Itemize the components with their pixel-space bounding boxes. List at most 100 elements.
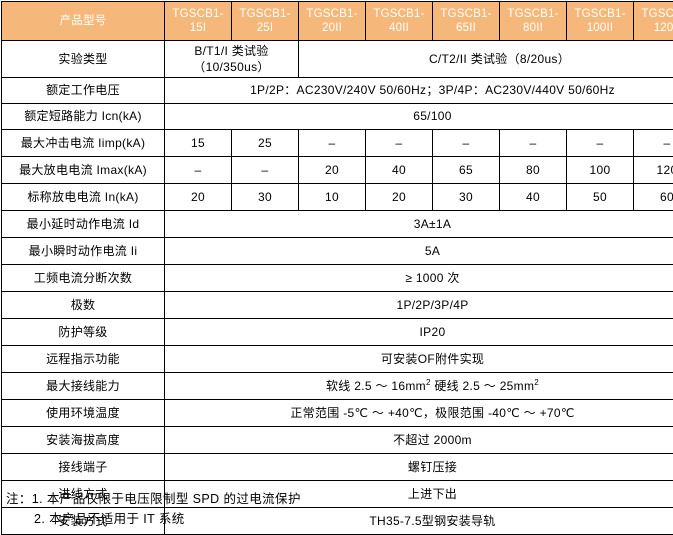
label-remote: 远程指示功能 bbox=[2, 346, 165, 373]
model-1-line1: TGSCB1- bbox=[166, 7, 230, 21]
test-type-class1-line2: （10/350us） bbox=[166, 59, 297, 75]
value-in-3: 10 bbox=[299, 184, 366, 211]
label-rated-voltage: 额定工作电压 bbox=[2, 78, 165, 104]
header-model-3: TGSCB1- 20II bbox=[299, 2, 366, 41]
value-imax-6: 80 bbox=[500, 157, 567, 184]
value-altitude: 不超过 2000m bbox=[165, 427, 673, 454]
table-row-imax: 最大放电电流 Imax(kA) – – 20 40 65 80 100 120 bbox=[2, 157, 673, 184]
table-row-delay-current: 最小延时动作电流 Id 3A±1A bbox=[2, 211, 673, 238]
table-row-wire-capacity: 最大接线能力 软线 2.5 ～ 16mm2 硬线 2.5 ～ 25mm2 bbox=[2, 373, 673, 400]
table-row-protection: 防护等级 IP20 bbox=[2, 319, 673, 346]
model-7-line2: 100II bbox=[568, 21, 632, 35]
table-body: 实验类型 B/T1/I 类试验 （10/350us） C/T2/II 类试验（8… bbox=[2, 41, 673, 535]
wire-capacity-hard: 硬线 2.5 ～ 25mm bbox=[431, 379, 535, 393]
label-imax: 最大放电电流 Imax(kA) bbox=[2, 157, 165, 184]
value-protection: IP20 bbox=[165, 319, 673, 346]
value-short-circuit: 65/100 bbox=[165, 104, 673, 130]
model-7-line1: TGSCB1- bbox=[568, 7, 632, 21]
model-6-line1: TGSCB1- bbox=[501, 7, 565, 21]
value-in-1: 20 bbox=[165, 184, 232, 211]
value-imax-8: 120 bbox=[634, 157, 673, 184]
label-delay-current: 最小延时动作电流 Id bbox=[2, 211, 165, 238]
table-row-poles: 极数 1P/2P/3P/4P bbox=[2, 292, 673, 319]
table-row-terminal: 接线端子 螺钉压接 bbox=[2, 454, 673, 481]
value-iimp-2: 25 bbox=[232, 130, 299, 157]
header-model-2: TGSCB1- 25I bbox=[232, 2, 299, 41]
wire-capacity-soft: 软线 2.5 ～ 16mm bbox=[326, 379, 426, 393]
wire-capacity-hard-superscript: 2 bbox=[534, 378, 539, 387]
value-iimp-8: – bbox=[634, 130, 673, 157]
value-breaking-times: ≥ 1000 次 bbox=[165, 265, 673, 292]
label-in: 标称放电电流 In(kA) bbox=[2, 184, 165, 211]
footnote-1: 注：1. 本产品仅限于电压限制型 SPD 的过电流保护 bbox=[6, 489, 301, 509]
value-iimp-1: 15 bbox=[165, 130, 232, 157]
model-3-line2: 20II bbox=[300, 21, 364, 35]
label-poles: 极数 bbox=[2, 292, 165, 319]
value-iimp-4: – bbox=[366, 130, 433, 157]
label-iimp: 最大冲击电流 Iimp(kA) bbox=[2, 130, 165, 157]
table-row-short-circuit: 额定短路能力 Icn(kA) 65/100 bbox=[2, 104, 673, 130]
value-temperature: 正常范围 -5℃ ～ +40℃，极限范围 -40℃ ～ +70℃ bbox=[165, 400, 673, 427]
label-instant-current: 最小瞬时动作电流 Ii bbox=[2, 238, 165, 265]
model-8-line1: TGSCB1- bbox=[635, 7, 673, 21]
model-4-line2: 40II bbox=[367, 21, 431, 35]
label-short-circuit: 额定短路能力 Icn(kA) bbox=[2, 104, 165, 130]
header-product-model: 产品型号 bbox=[2, 2, 165, 41]
table-row-iimp: 最大冲击电流 Iimp(kA) 15 25 – – – – – – bbox=[2, 130, 673, 157]
model-2-line2: 25I bbox=[233, 21, 297, 35]
value-iimp-7: – bbox=[567, 130, 634, 157]
value-in-5: 30 bbox=[433, 184, 500, 211]
label-test-type: 实验类型 bbox=[2, 41, 165, 78]
value-terminal: 螺钉压接 bbox=[165, 454, 673, 481]
model-5-line1: TGSCB1- bbox=[434, 7, 498, 21]
value-in-8: 60 bbox=[634, 184, 673, 211]
label-terminal: 接线端子 bbox=[2, 454, 165, 481]
table-row-test-type: 实验类型 B/T1/I 类试验 （10/350us） C/T2/II 类试验（8… bbox=[2, 41, 673, 78]
header-model-1: TGSCB1- 15I bbox=[165, 2, 232, 41]
label-altitude: 安装海拔高度 bbox=[2, 427, 165, 454]
value-imax-3: 20 bbox=[299, 157, 366, 184]
value-in-2: 30 bbox=[232, 184, 299, 211]
value-remote: 可安装OF附件实现 bbox=[165, 346, 673, 373]
label-protection: 防护等级 bbox=[2, 319, 165, 346]
header-model-8: TGSCB1- 120II bbox=[634, 2, 673, 41]
value-in-7: 50 bbox=[567, 184, 634, 211]
header-model-5: TGSCB1- 65II bbox=[433, 2, 500, 41]
value-imax-5: 65 bbox=[433, 157, 500, 184]
table-row-instant-current: 最小瞬时动作电流 Ii 5A bbox=[2, 238, 673, 265]
value-test-type-class2: C/T2/II 类试验（8/20us） bbox=[299, 41, 673, 78]
value-wire-capacity: 软线 2.5 ～ 16mm2 硬线 2.5 ～ 25mm2 bbox=[165, 373, 673, 400]
model-8-line2: 120II bbox=[635, 21, 673, 35]
value-imax-7: 100 bbox=[567, 157, 634, 184]
header-model-4: TGSCB1- 40II bbox=[366, 2, 433, 41]
value-imax-1: – bbox=[165, 157, 232, 184]
value-in-4: 20 bbox=[366, 184, 433, 211]
table-row-remote: 远程指示功能 可安装OF附件实现 bbox=[2, 346, 673, 373]
value-imax-4: 40 bbox=[366, 157, 433, 184]
value-rated-voltage: 1P/2P：AC230V/240V 50/60Hz；3P/4P：AC230V/4… bbox=[165, 78, 673, 104]
header-model-7: TGSCB1- 100II bbox=[567, 2, 634, 41]
header-model-6: TGSCB1- 80II bbox=[500, 2, 567, 41]
value-delay-current: 3A±1A bbox=[165, 211, 673, 238]
model-1-line2: 15I bbox=[166, 21, 230, 35]
value-instant-current: 5A bbox=[165, 238, 673, 265]
model-6-line2: 80II bbox=[501, 21, 565, 35]
table-row-breaking-times: 工频电流分断次数 ≥ 1000 次 bbox=[2, 265, 673, 292]
table-header: 产品型号 TGSCB1- 15I TGSCB1- 25I TGSCB1- 20I… bbox=[2, 2, 673, 41]
table-row-rated-voltage: 额定工作电压 1P/2P：AC230V/240V 50/60Hz；3P/4P：A… bbox=[2, 78, 673, 104]
label-wire-capacity: 最大接线能力 bbox=[2, 373, 165, 400]
model-2-line1: TGSCB1- bbox=[233, 7, 297, 21]
footnote-2: 2. 本产品不适用于 IT 系统 bbox=[6, 509, 301, 529]
value-iimp-5: – bbox=[433, 130, 500, 157]
label-breaking-times: 工频电流分断次数 bbox=[2, 265, 165, 292]
footnotes: 注：1. 本产品仅限于电压限制型 SPD 的过电流保护 2. 本产品不适用于 I… bbox=[6, 489, 301, 529]
table-row-altitude: 安装海拔高度 不超过 2000m bbox=[2, 427, 673, 454]
test-type-class1-line1: B/T1/I 类试验 bbox=[166, 43, 297, 59]
table-row-temperature: 使用环境温度 正常范围 -5℃ ～ +40℃，极限范围 -40℃ ～ +70℃ bbox=[2, 400, 673, 427]
model-3-line1: TGSCB1- bbox=[300, 7, 364, 21]
value-test-type-class1: B/T1/I 类试验 （10/350us） bbox=[165, 41, 299, 78]
value-in-6: 40 bbox=[500, 184, 567, 211]
value-imax-2: – bbox=[232, 157, 299, 184]
